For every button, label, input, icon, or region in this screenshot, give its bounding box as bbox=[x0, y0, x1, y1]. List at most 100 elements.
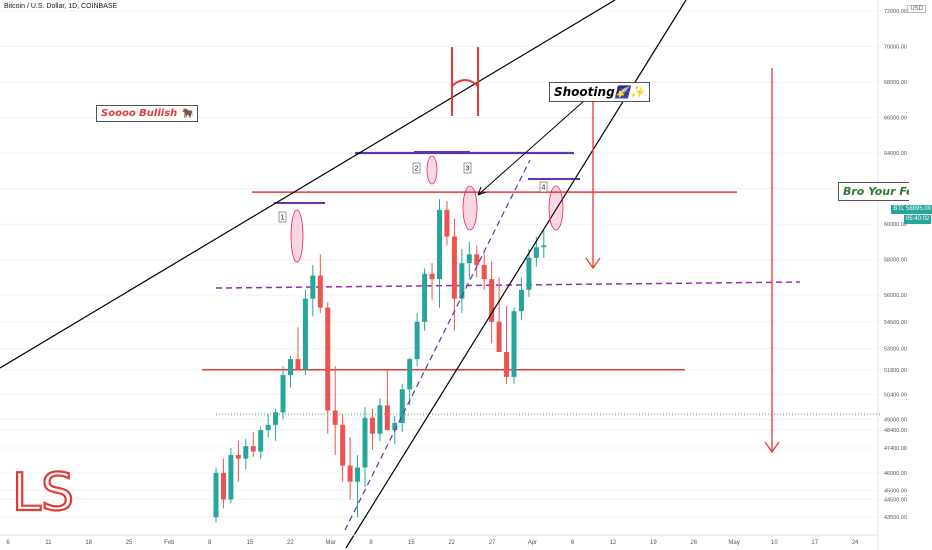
candles bbox=[213, 199, 547, 523]
price-tick-label: 72000.00 bbox=[884, 9, 907, 15]
time-tick-label: 12 bbox=[610, 540, 617, 546]
candle-body bbox=[422, 273, 428, 322]
time-tick-label: 17 bbox=[811, 540, 818, 546]
time-tick-label: 19 bbox=[650, 540, 657, 546]
bullish-callout: Soooo Bullish 🐂 bbox=[96, 105, 199, 122]
candle-body bbox=[347, 465, 353, 482]
price-tag-value: 58895.00 bbox=[904, 205, 932, 214]
candle-body bbox=[280, 375, 286, 413]
handwritten-label: LS bbox=[12, 463, 74, 523]
candle-body bbox=[288, 359, 293, 376]
peak-highlight-ellipse bbox=[462, 185, 478, 231]
candle-body bbox=[250, 446, 256, 452]
candle-body bbox=[466, 254, 472, 264]
peak-marker-label: 1 bbox=[281, 215, 285, 222]
candle-body bbox=[362, 417, 368, 468]
bro-callout: Bro Your Feedi bbox=[838, 182, 909, 201]
candle-body bbox=[384, 405, 390, 431]
time-tick-label: Apr bbox=[528, 540, 537, 546]
candle-body bbox=[489, 279, 495, 322]
candle-body bbox=[414, 321, 420, 360]
candle-body bbox=[429, 273, 435, 280]
time-tick-label: May bbox=[728, 540, 739, 546]
time-tick-label: 8 bbox=[208, 540, 212, 546]
candle-body bbox=[407, 359, 413, 390]
candle-body bbox=[451, 236, 457, 299]
candle-body bbox=[496, 321, 502, 353]
time-tick-label: 11 bbox=[45, 540, 52, 546]
candle-body bbox=[302, 298, 308, 370]
price-tick-label: 60000.00 bbox=[884, 222, 907, 228]
price-axis[interactable]: 72000.00 70000.00 68000.00 66000.00 64000.00… bbox=[877, 0, 907, 550]
time-tick-label: 10 bbox=[771, 540, 778, 546]
candle-body bbox=[243, 446, 249, 459]
pointer-arrowhead bbox=[477, 186, 487, 196]
peak-marker-label: 4 bbox=[542, 185, 546, 192]
price-tick-label: 58000.00 bbox=[884, 258, 907, 264]
price-tick-label: 56000.00 bbox=[884, 293, 907, 299]
price-tick-label: 50400.00 bbox=[884, 393, 907, 399]
candle-body bbox=[526, 257, 532, 290]
candle-body bbox=[295, 359, 301, 370]
dashed-neckline bbox=[215, 281, 801, 289]
candle-body bbox=[228, 455, 234, 500]
time-tick-label: 15 bbox=[408, 540, 415, 546]
long-target-arrowhead bbox=[764, 441, 780, 454]
candle-body bbox=[258, 430, 264, 452]
candle-body bbox=[317, 275, 323, 308]
price-tick-label: 70000.00 bbox=[884, 44, 907, 50]
peak-highlight-ellipse bbox=[426, 155, 438, 185]
h-mark-bridge bbox=[451, 79, 479, 87]
candle-body bbox=[332, 410, 338, 425]
candle-body bbox=[518, 289, 524, 312]
price-tick-label: 54500.00 bbox=[884, 320, 907, 326]
price-tick-label: 45000.00 bbox=[884, 489, 907, 495]
candle-body bbox=[265, 424, 271, 431]
candle-body bbox=[310, 275, 316, 299]
candle-body bbox=[213, 472, 219, 518]
peak-highlight-ellipse bbox=[548, 185, 564, 231]
price-tick-label: 49000.00 bbox=[884, 418, 907, 424]
candle-body bbox=[273, 412, 279, 425]
time-tick-label: 24 bbox=[852, 540, 859, 546]
symbol-title[interactable]: Bitcoin / U.S. Dollar, 1D, COINBASE bbox=[4, 3, 118, 10]
peak-marker-label: 2 bbox=[415, 166, 419, 173]
candle-body bbox=[325, 307, 331, 411]
candle-body bbox=[220, 472, 226, 500]
currency-label[interactable]: USD bbox=[907, 5, 926, 13]
time-tick-label: 26 bbox=[690, 540, 697, 546]
time-tick-label: 27 bbox=[489, 540, 496, 546]
candle-body bbox=[235, 455, 241, 459]
price-tick-label: 47400.00 bbox=[884, 446, 907, 452]
candle-body bbox=[511, 311, 517, 377]
peak-marker-box bbox=[278, 211, 287, 223]
peak-marker-label: 3 bbox=[466, 166, 470, 173]
price-tick-label: 68000.00 bbox=[884, 80, 907, 86]
time-tick-label: Mar bbox=[326, 540, 336, 546]
peak-marker-box bbox=[539, 181, 548, 193]
peak-marker-box bbox=[463, 162, 472, 174]
candle-body bbox=[399, 389, 405, 424]
short-target-arrowhead bbox=[585, 257, 601, 270]
grid bbox=[0, 10, 878, 518]
peak-highlight-ellipse bbox=[290, 209, 304, 263]
peak-marker-box bbox=[412, 162, 421, 174]
time-tick-label: Feb bbox=[164, 540, 175, 546]
price-tick-label: 46000.00 bbox=[884, 471, 907, 477]
pattern-markers: 1 2 3 4 bbox=[278, 155, 564, 263]
candle-body bbox=[504, 352, 510, 377]
candle-body bbox=[437, 209, 442, 280]
time-tick-label: 15 bbox=[247, 540, 254, 546]
candle-body bbox=[355, 467, 361, 482]
time-tick-label: 25 bbox=[126, 540, 133, 546]
wedge-upper-trendline bbox=[0, 0, 616, 369]
time-tick-label: 22 bbox=[287, 540, 294, 546]
candle-body bbox=[377, 405, 383, 434]
candle-body bbox=[533, 247, 539, 258]
price-tick-label: 48400.00 bbox=[884, 428, 907, 434]
time-axis[interactable]: 6 11 18 25 Feb 8 15 22 Mar 8 15 22 27 Apr 6 12 19 26 May 10… bbox=[0, 534, 878, 546]
price-tick-label: 64000.00 bbox=[884, 151, 907, 157]
time-tick-label: 6 bbox=[571, 540, 575, 546]
price-tick-label: 53000.00 bbox=[884, 346, 907, 352]
